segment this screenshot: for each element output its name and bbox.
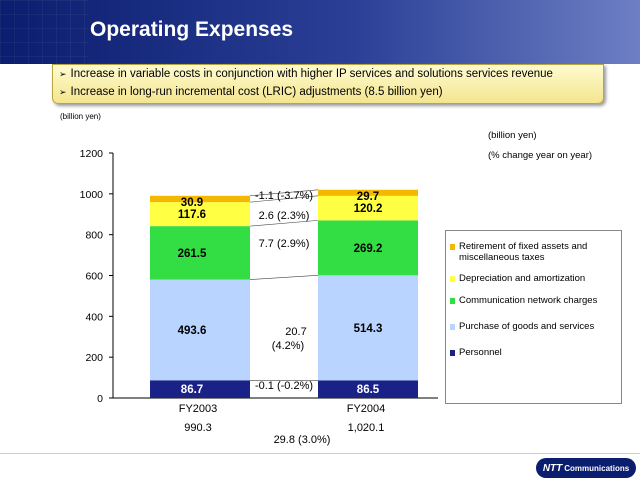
data-label: 86.7 bbox=[181, 384, 203, 396]
change-annotation: -1.1 (-3.7%) bbox=[255, 190, 313, 202]
legend-label: Personnel bbox=[459, 347, 502, 358]
data-label: 29.7 bbox=[357, 191, 379, 203]
legend-label: Purchase of goods and services bbox=[459, 321, 594, 332]
legend-swatch bbox=[450, 276, 455, 282]
change-annotation: 2.6 (2.3%) bbox=[259, 210, 310, 222]
legend-item: Depreciation and amortization bbox=[450, 273, 585, 284]
total-change-label: 29.8 (3.0%) bbox=[274, 434, 331, 446]
y-tick-label: 200 bbox=[85, 352, 103, 364]
legend-label: Depreciation and amortization bbox=[459, 273, 585, 284]
bar-total-label: 1,020.1 bbox=[348, 422, 385, 434]
x-category-label: FY2004 bbox=[347, 403, 386, 415]
data-label: 269.2 bbox=[354, 243, 383, 255]
legend-swatch bbox=[450, 324, 455, 330]
data-label: 30.9 bbox=[181, 197, 203, 209]
y-tick-label: 1000 bbox=[80, 189, 104, 201]
legend-swatch bbox=[450, 298, 455, 304]
connector-line bbox=[250, 275, 318, 279]
right-unit-note: (billion yen) bbox=[488, 130, 537, 141]
legend-label: Communication network charges bbox=[459, 295, 597, 306]
y-tick-label: 800 bbox=[85, 230, 103, 242]
data-label: 120.2 bbox=[354, 203, 383, 215]
y-tick-label: 600 bbox=[85, 271, 103, 283]
change-annotation: 7.7 (2.9%) bbox=[259, 238, 310, 250]
bar-total-label: 990.3 bbox=[184, 422, 212, 434]
legend-swatch bbox=[450, 244, 455, 250]
change-annotation: -0.1 (-0.2%) bbox=[255, 380, 313, 392]
legend-item: Personnel bbox=[450, 347, 502, 358]
x-category-label: FY2003 bbox=[179, 403, 218, 415]
right-change-note: (% change year on year) bbox=[488, 150, 592, 161]
change-annotation: 20.7 bbox=[285, 326, 306, 338]
y-tick-label: 0 bbox=[97, 393, 103, 405]
legend-swatch bbox=[450, 350, 455, 356]
legend-item: Purchase of goods and services bbox=[450, 321, 594, 332]
data-label: 493.6 bbox=[178, 325, 207, 337]
legend-item: Communication network charges bbox=[450, 295, 597, 306]
y-tick-label: 1200 bbox=[80, 148, 104, 160]
y-tick-label: 400 bbox=[85, 311, 103, 323]
data-label: 261.5 bbox=[178, 248, 207, 260]
change-annotation: (4.2%) bbox=[272, 340, 304, 352]
data-label: 514.3 bbox=[354, 323, 383, 335]
data-label: 117.6 bbox=[178, 209, 206, 221]
data-label: 86.5 bbox=[357, 384, 380, 396]
